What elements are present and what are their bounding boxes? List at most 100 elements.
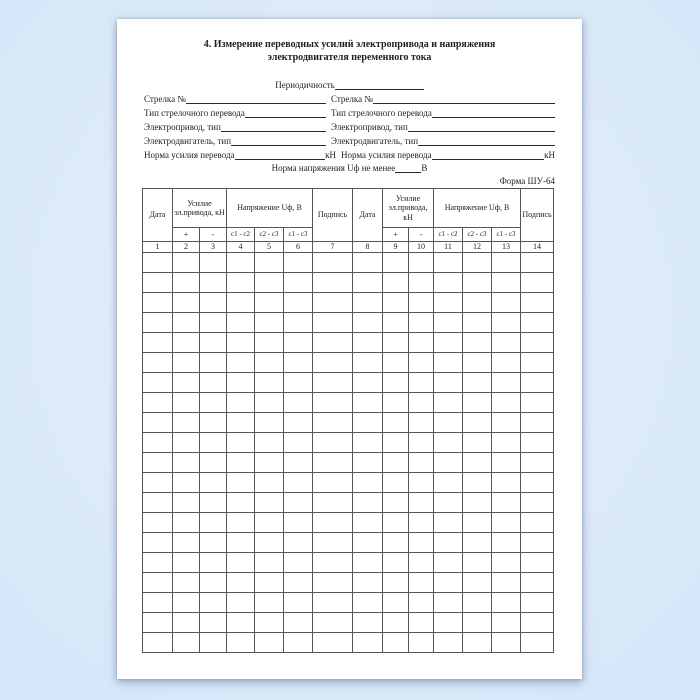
empty-cell (142, 332, 173, 353)
empty-cell (382, 612, 410, 633)
empty-cell (142, 272, 173, 293)
col-header-force-minus: - (408, 227, 435, 242)
fill-line (244, 117, 326, 118)
table-row (142, 452, 555, 473)
empty-cell (172, 632, 200, 653)
motor-type-field-right: Электродвигатель, тип (331, 134, 555, 148)
empty-cell (462, 512, 493, 533)
empty-cell (142, 552, 173, 573)
empty-cell (382, 372, 410, 393)
periodicity-label: Периодичность (275, 80, 335, 90)
empty-cell (382, 292, 410, 313)
column-number-cell: 10 (408, 241, 435, 253)
column-number-cell: 3 (198, 241, 228, 253)
empty-cell (382, 512, 410, 533)
table-row (142, 312, 555, 333)
empty-cell (312, 532, 354, 553)
empty-cell (408, 532, 435, 553)
empty-cell (142, 572, 173, 593)
empty-cell (491, 612, 522, 633)
empty-cell (172, 552, 200, 573)
column-number-cell: 9 (382, 241, 410, 253)
empty-cell (312, 352, 354, 373)
empty-cell (462, 472, 493, 493)
switch-type-field-right: Тип стрелочного перевода (331, 106, 555, 120)
col-header-signature: Подпись (312, 188, 354, 242)
empty-cell (408, 472, 435, 493)
empty-cell (312, 292, 354, 313)
fill-line (234, 159, 326, 160)
empty-cell (142, 372, 173, 393)
empty-cell (172, 472, 200, 493)
empty-cell (433, 572, 464, 593)
empty-cell (198, 512, 228, 533)
empty-cell (198, 312, 228, 333)
form-line-motor-type: Электродвигатель, тип Электродвигатель, … (144, 134, 555, 148)
fill-line (334, 89, 424, 90)
empty-cell (254, 292, 285, 313)
col-header-c1c2: с1 - с2 (433, 227, 464, 242)
empty-cell (142, 492, 173, 513)
empty-cell (352, 452, 384, 473)
fill-line (395, 172, 422, 173)
table-row (142, 532, 555, 553)
col-header-c2c3: с2 - с3 (462, 227, 493, 242)
empty-cell (254, 372, 285, 393)
empty-cell (433, 292, 464, 313)
empty-cell (408, 272, 435, 293)
col-header-force-plus: + (172, 227, 200, 242)
empty-cell (433, 332, 464, 353)
col-header-force-plus: + (382, 227, 410, 242)
form-line-force-norm: Норма усилия перевода кН Норма усилия пе… (144, 148, 555, 162)
empty-cell (312, 552, 354, 573)
empty-cell (433, 252, 464, 273)
empty-cell (491, 432, 522, 453)
switch-type-label: Тип стрелочного перевода (331, 108, 432, 118)
empty-cell (142, 392, 173, 413)
empty-cell (254, 332, 285, 353)
table-empty-body (142, 252, 555, 653)
empty-cell (254, 592, 285, 613)
table-row (142, 592, 555, 613)
empty-cell (198, 572, 228, 593)
empty-cell (312, 432, 354, 453)
empty-cell (382, 492, 410, 513)
force-norm-field-left: Норма усилия перевода кН (144, 148, 336, 162)
empty-cell (283, 392, 314, 413)
column-number-cell: 8 (352, 241, 384, 253)
empty-cell (382, 332, 410, 353)
table-row (142, 472, 555, 493)
empty-cell (491, 412, 522, 433)
empty-cell (312, 492, 354, 513)
empty-cell (408, 592, 435, 613)
empty-cell (226, 292, 256, 313)
column-number-cell: 1 (142, 241, 173, 253)
empty-cell (254, 272, 285, 293)
column-number-cell: 7 (312, 241, 354, 253)
empty-cell (172, 512, 200, 533)
empty-cell (520, 492, 555, 513)
empty-cell (198, 592, 228, 613)
empty-cell (520, 512, 555, 533)
empty-cell (491, 572, 522, 593)
empty-cell (254, 392, 285, 413)
empty-cell (226, 532, 256, 553)
empty-cell (172, 352, 200, 373)
empty-cell (352, 532, 384, 553)
empty-cell (226, 332, 256, 353)
empty-cell (172, 452, 200, 473)
empty-cell (312, 592, 354, 613)
col-header-signature: Подпись (520, 188, 555, 242)
empty-cell (198, 352, 228, 373)
empty-cell (462, 372, 493, 393)
empty-cell (254, 312, 285, 333)
col-header-force-minus: - (198, 227, 228, 242)
empty-cell (520, 292, 555, 313)
table-row (142, 572, 555, 593)
empty-cell (283, 472, 314, 493)
empty-cell (198, 632, 228, 653)
empty-cell (226, 612, 256, 633)
empty-cell (520, 532, 555, 553)
empty-cell (491, 472, 522, 493)
empty-cell (352, 612, 384, 633)
